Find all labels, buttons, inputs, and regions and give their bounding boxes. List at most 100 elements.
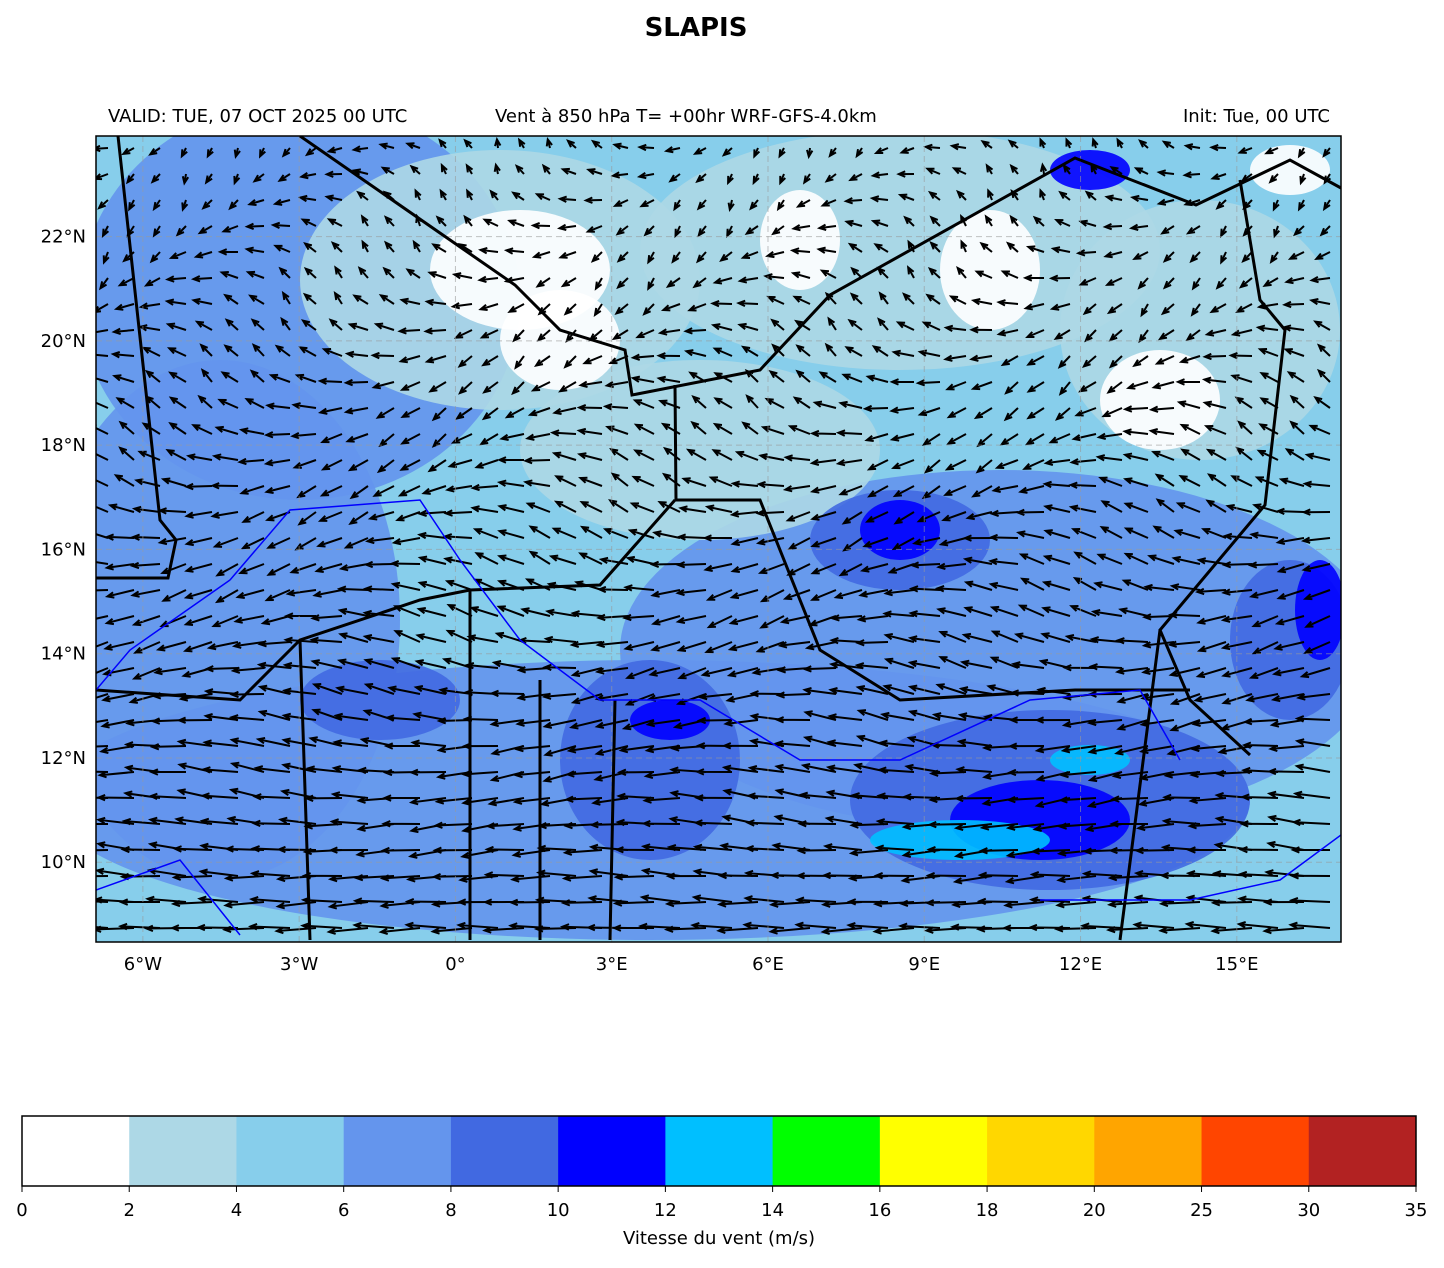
wind-arrow	[753, 147, 761, 159]
wind-arrow	[657, 328, 681, 336]
wind-arrow	[598, 556, 629, 565]
wind-arrow	[1116, 137, 1124, 149]
wind-arrow	[896, 170, 915, 178]
wind-arrow	[453, 329, 473, 339]
wind-arrow	[844, 219, 863, 227]
wind-arrow	[936, 562, 967, 571]
wind-arrow	[247, 199, 265, 207]
wind-arrow	[615, 225, 629, 236]
wind-arrow	[1195, 667, 1227, 679]
wind-arrow	[214, 425, 239, 435]
wind-arrow	[362, 585, 395, 593]
wind-arrow	[963, 580, 993, 591]
wind-arrow	[1162, 251, 1175, 263]
wind-arrow	[542, 719, 577, 729]
wind-arrow	[455, 407, 473, 420]
wind-arrow	[691, 394, 707, 409]
wind-arrow	[907, 239, 915, 253]
wind-arrow	[121, 817, 161, 826]
wind-arrow	[692, 147, 707, 155]
wind-arrow	[1179, 423, 1201, 435]
wind-arrow	[787, 425, 811, 435]
wind-arrow	[1201, 376, 1227, 384]
wind-arrow	[577, 452, 603, 461]
wind-arrow	[496, 456, 525, 464]
wind-arrow	[865, 374, 889, 383]
wind-arrow	[987, 188, 994, 201]
wind-arrow	[1262, 926, 1305, 935]
wind-arrow	[1196, 615, 1227, 625]
wind-arrow	[383, 742, 421, 750]
wind-arrow	[856, 615, 889, 623]
wind-arrow	[102, 251, 110, 265]
wind-arrow	[1132, 921, 1175, 929]
wind-arrow	[1128, 223, 1149, 231]
wind-arrow	[414, 659, 447, 669]
wind-arrow	[907, 635, 941, 643]
wind-arrow	[656, 352, 681, 360]
wind-arrow	[274, 344, 291, 357]
wind-arrow	[424, 355, 447, 364]
wind-arrow	[1269, 251, 1279, 264]
wind-arrow	[1304, 615, 1331, 628]
wind-arrow	[96, 424, 109, 435]
borders	[96, 136, 1341, 941]
wind-arrow	[856, 709, 889, 721]
wind-arrow	[889, 433, 915, 442]
wind-arrow	[96, 589, 109, 592]
wind-arrow	[925, 167, 941, 175]
wind-arrow	[410, 739, 447, 747]
wind-arrow	[734, 450, 759, 461]
wind-arrow	[380, 166, 395, 175]
wind-arrow	[352, 921, 395, 930]
wind-arrow	[257, 684, 291, 695]
wind-arrow	[878, 739, 915, 747]
wind-arrow	[1151, 381, 1175, 390]
wind-arrow	[1088, 663, 1123, 671]
wind-arrow	[303, 266, 317, 279]
wind-arrow	[118, 420, 135, 435]
wind-arrow	[1123, 477, 1149, 487]
wind-arrow	[478, 247, 499, 255]
wind-arrow	[545, 608, 577, 617]
colorbar-segment	[879, 1116, 988, 1186]
wind-arrow	[1302, 480, 1331, 488]
wind-arrow	[201, 199, 213, 210]
wind-arrow	[610, 171, 629, 179]
wind-arrow	[802, 687, 837, 695]
wind-arrow	[265, 402, 291, 410]
wind-arrow	[1121, 579, 1149, 591]
wind-arrow	[96, 329, 109, 334]
wind-arrow	[326, 927, 369, 935]
wind-arrow	[870, 219, 889, 227]
wind-arrow	[996, 329, 1019, 337]
wind-arrow	[96, 926, 109, 929]
wind-arrow	[870, 171, 889, 179]
wind-arrow	[263, 459, 291, 467]
wind-arrow	[219, 270, 239, 279]
wind-arrow	[165, 449, 187, 461]
wind-arrow	[618, 745, 655, 754]
wind-arrow	[915, 379, 941, 387]
wind-arrow	[128, 199, 136, 212]
wind-arrow	[297, 194, 317, 203]
wind-arrow	[463, 214, 473, 227]
wind-arrow	[736, 299, 759, 308]
wind-arrow	[677, 667, 707, 680]
wind-arrow	[958, 686, 993, 695]
wind-arrow	[297, 511, 317, 526]
wind-arrow	[1106, 900, 1149, 908]
wind-arrow	[96, 745, 109, 748]
wind-arrow	[1073, 551, 1097, 565]
wind-arrow	[1193, 693, 1227, 703]
wind-arrow	[130, 533, 161, 541]
wind-arrow	[1242, 717, 1279, 726]
wind-arrow	[324, 170, 343, 178]
wind-arrow	[1293, 225, 1305, 237]
wind-arrow	[96, 377, 109, 383]
wind-arrow	[137, 450, 161, 461]
lon-label: 0°	[445, 954, 465, 975]
wind-arrow	[570, 610, 603, 618]
wind-arrow	[1142, 613, 1175, 621]
wind-arrow	[1190, 303, 1201, 317]
